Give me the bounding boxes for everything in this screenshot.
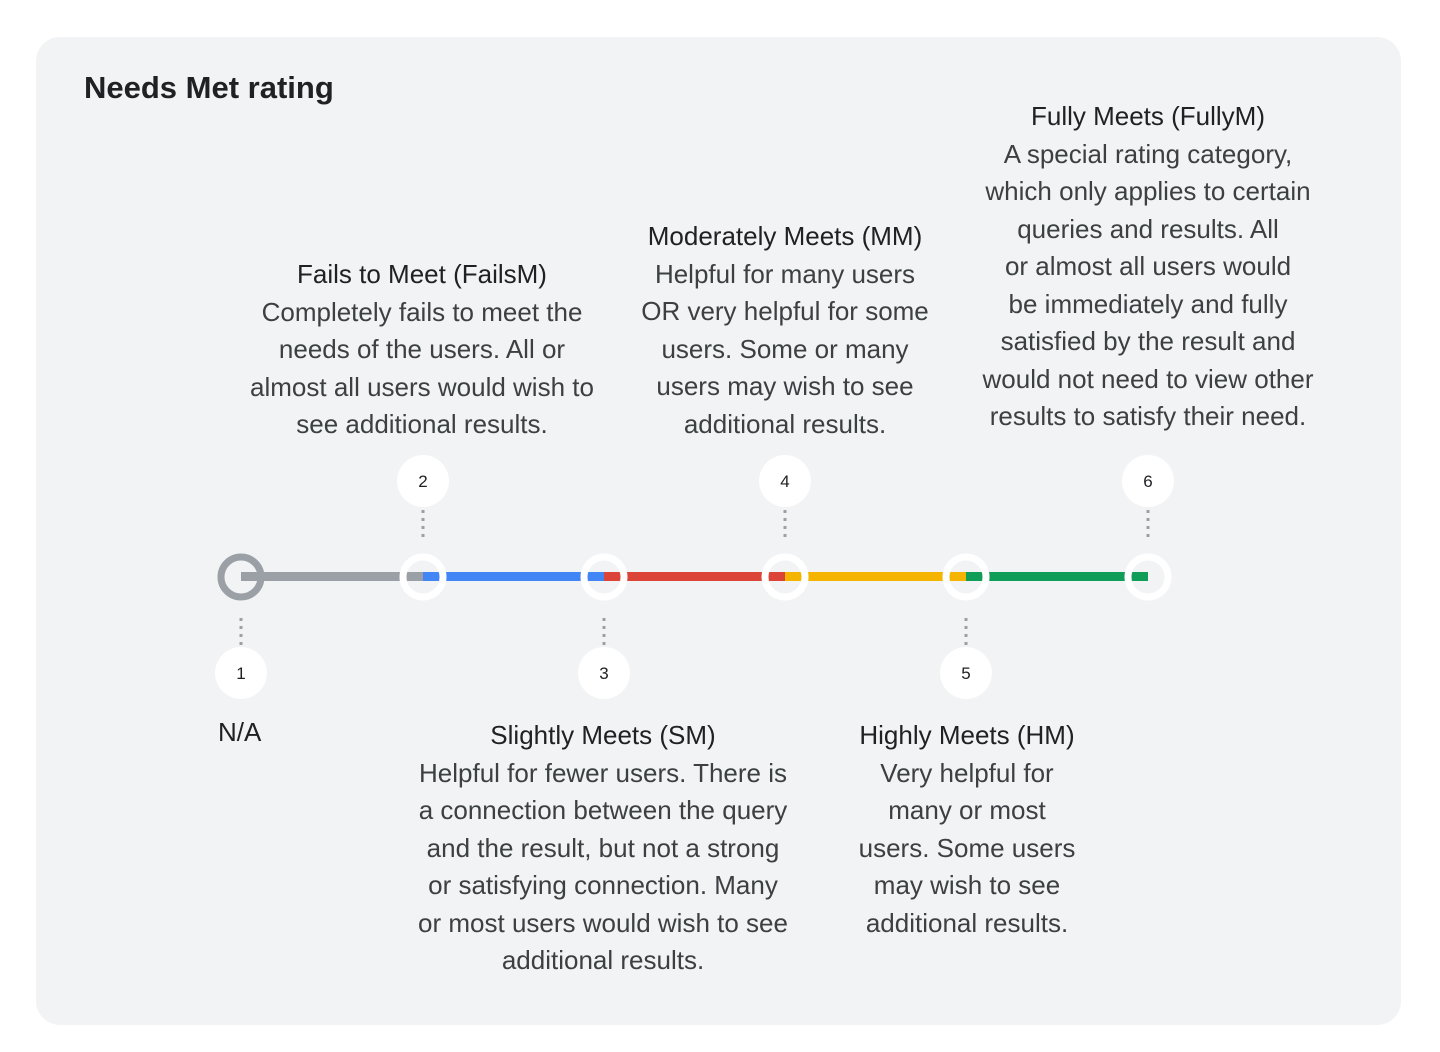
rating-4-desc-line: Helpful for many users xyxy=(654,258,916,289)
scale-segment-red xyxy=(604,572,785,581)
rating-2-desc-line: see additional results. xyxy=(296,409,548,439)
junction-blend xyxy=(770,572,785,581)
rating-4-description: Helpful for many users OR very helpful f… xyxy=(615,256,955,444)
rating-4-desc-line: users. Some or many xyxy=(661,333,909,364)
rating-6-desc-line: would not need to view other xyxy=(982,363,1314,394)
rating-3-desc-line: or satisfying connection. Many xyxy=(428,870,778,900)
rating-3-desc-line: or most users would wish to see xyxy=(418,907,788,938)
rating-5-desc-line: users. Some users xyxy=(858,832,1076,863)
badge-number: 5 xyxy=(961,664,970,683)
rating-2-desc-line: almost all users would wish to xyxy=(250,371,594,402)
badge-number: 4 xyxy=(780,472,789,491)
rating-3-desc-line: and the result, but not a strong xyxy=(426,832,780,863)
rating-3-desc-line: Helpful for fewer users. There is xyxy=(419,757,787,788)
rating-6-desc-line: queries and results. All xyxy=(1017,213,1279,244)
rating-6-desc-line: or almost all users would xyxy=(1004,251,1292,281)
scale-segment-yellow xyxy=(785,572,966,581)
rating-4-desc-line: additional results. xyxy=(683,408,887,439)
number-badge-3: 3 xyxy=(578,647,630,699)
badge-number: 2 xyxy=(418,472,427,491)
rating-4-desc-line: users may wish to see xyxy=(656,371,914,401)
rating-5-name: Highly Meets (HM) xyxy=(859,720,1075,750)
rating-2-block: Fails to Meet (FailsM) Completely fails … xyxy=(232,256,612,444)
scale-marker-3 xyxy=(580,553,628,601)
number-badge-4: 4 xyxy=(759,455,811,507)
rating-2-desc-line: needs of the users. All or xyxy=(278,334,566,364)
badge-number: 6 xyxy=(1143,472,1152,491)
rating-4-block: Moderately Meets (MM) Helpful for many u… xyxy=(615,218,955,443)
rating-4-desc-line: OR very helpful for some xyxy=(641,296,929,326)
rating-2-description: Completely fails to meet the needs of th… xyxy=(232,294,612,444)
rating-6-desc-line: be immediately and fully xyxy=(1008,288,1288,319)
rating-6-block: Fully Meets (FullyM) A special rating ca… xyxy=(962,98,1334,436)
badge-number: 1 xyxy=(236,664,245,683)
rating-4-name: Moderately Meets (MM) xyxy=(647,221,923,251)
scale-marker-5 xyxy=(942,553,990,601)
junction-blend xyxy=(951,572,966,581)
number-badge-2: 2 xyxy=(397,455,449,507)
scale-marker-4 xyxy=(761,553,809,601)
rating-5-desc-line: many or most xyxy=(888,795,1046,825)
rating-3-block: Slightly Meets (SM) Helpful for fewer us… xyxy=(403,717,803,980)
badge-number: 3 xyxy=(599,664,608,683)
diagram-title: Needs Met rating xyxy=(84,70,334,105)
rating-3-desc-line: additional results. xyxy=(501,945,705,975)
scale-marker-1 xyxy=(217,553,265,601)
rating-3-desc-line: a connection between the query xyxy=(418,795,788,825)
scale-marker-6 xyxy=(1124,553,1172,601)
scale-segment-green xyxy=(966,572,1148,581)
rating-6-name: Fully Meets (FullyM) xyxy=(1030,101,1265,131)
scale-marker-2 xyxy=(399,553,447,601)
junction-blend xyxy=(408,572,423,581)
rating-5-desc-line: may wish to see xyxy=(873,870,1061,900)
rating-5-block: Highly Meets (HM) Very helpful for many … xyxy=(827,717,1107,942)
rating-1-name: N/A xyxy=(218,717,262,747)
number-badge-6: 6 xyxy=(1122,455,1174,507)
scale-segment-gray xyxy=(241,572,423,581)
needs-met-card xyxy=(36,37,1401,1025)
rating-2-name: Fails to Meet (FailsM) xyxy=(297,259,547,289)
rating-6-desc-line: satisfied by the result and xyxy=(1000,326,1296,356)
rating-2-desc-line: Completely fails to meet the xyxy=(261,296,583,327)
rating-6-description: A special rating category, which only ap… xyxy=(962,136,1334,436)
rating-3-description: Helpful for fewer users. There is a conn… xyxy=(403,755,803,980)
number-badge-5: 5 xyxy=(940,647,992,699)
junction-blend xyxy=(589,572,604,581)
rating-5-description: Very helpful for many or most users. Som… xyxy=(827,755,1107,943)
rating-5-desc-line: additional results. xyxy=(865,907,1069,938)
rating-3-name: Slightly Meets (SM) xyxy=(490,720,716,750)
scale-segment-blue xyxy=(423,572,604,581)
rating-6-desc-line: which only applies to certain xyxy=(985,176,1311,206)
number-badge-1: 1 xyxy=(215,647,267,699)
rating-6-desc-line: results to satisfy their need. xyxy=(989,401,1307,431)
rating-6-desc-line: A special rating category, xyxy=(1003,138,1293,169)
rating-5-desc-line: Very helpful for xyxy=(880,757,1054,788)
